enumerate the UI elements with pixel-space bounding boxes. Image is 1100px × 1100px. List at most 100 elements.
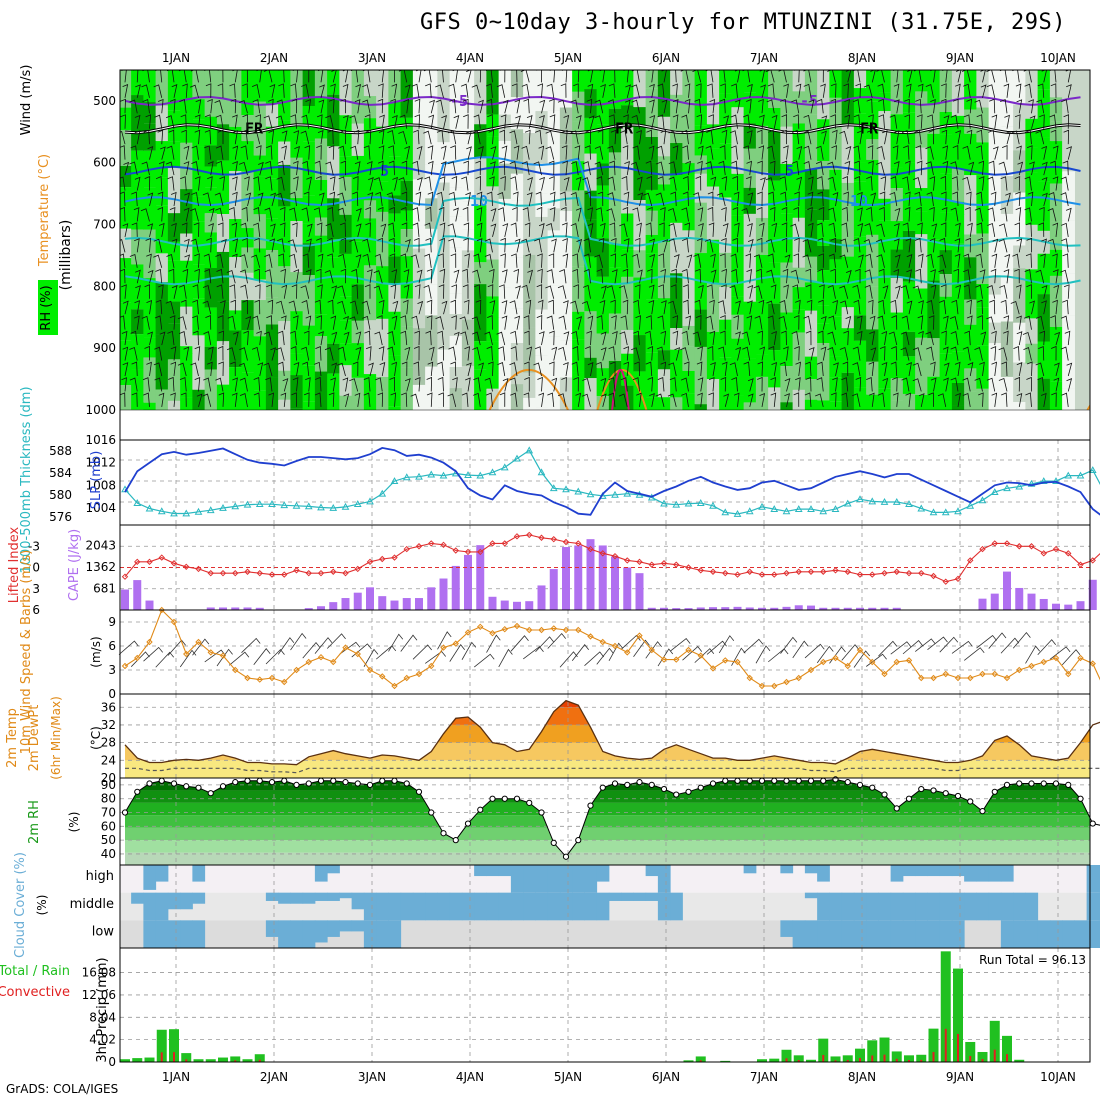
wind-barb <box>854 176 861 191</box>
cape-bar <box>451 565 460 610</box>
wind-barb <box>943 315 949 330</box>
contour-label: 5 <box>785 162 794 180</box>
wind-barb <box>551 346 558 361</box>
rh-cell <box>768 303 781 351</box>
cloud-cell <box>1062 920 1075 948</box>
rh-cell <box>120 165 132 188</box>
rh-point <box>967 798 974 805</box>
wind-barb <box>252 99 261 114</box>
rh-cell <box>1062 315 1075 337</box>
rh-cell <box>376 70 389 127</box>
wind-barb <box>337 346 346 361</box>
wind-barb <box>767 83 775 98</box>
wind-barb <box>241 206 248 222</box>
wind-speed-point <box>244 674 251 682</box>
wind-barb <box>943 377 949 392</box>
wind-barb <box>498 207 506 222</box>
wind-barb <box>681 392 689 407</box>
wind-barb <box>293 130 300 145</box>
wind-barb <box>682 145 689 160</box>
rh-cell <box>743 70 757 93</box>
thickness-point <box>696 499 705 506</box>
wind-barb <box>301 207 310 222</box>
wind-barb <box>330 377 336 392</box>
rh-point <box>722 777 729 784</box>
rh-cell <box>988 294 1002 323</box>
wind-barb <box>304 145 311 160</box>
rh-cell <box>290 353 304 376</box>
wind-barb <box>917 222 923 237</box>
day-label-bottom: 7JAN <box>750 1070 778 1084</box>
wind-barb <box>328 98 335 114</box>
wind-barb <box>623 361 629 377</box>
wind-barb <box>338 145 346 160</box>
rh-point <box>513 795 521 802</box>
wind-barb <box>391 315 398 330</box>
wind-barb <box>852 346 861 361</box>
wind-barb <box>478 362 484 377</box>
wind-barb <box>513 268 520 284</box>
wind-barb <box>867 145 874 160</box>
wind-barb <box>939 299 947 315</box>
wind-barb <box>827 70 836 83</box>
wind-barb <box>377 392 384 407</box>
wind-barb <box>147 192 154 207</box>
wind-barb <box>855 83 861 98</box>
wind-barb <box>318 192 325 207</box>
wind-barb <box>783 83 789 98</box>
rh-cell <box>596 212 610 239</box>
lifted-index-point <box>942 578 949 585</box>
cape-bar <box>1039 598 1048 610</box>
precip-bar <box>953 968 963 1062</box>
rh-cell <box>915 91 928 116</box>
wind-speed-point <box>526 626 533 634</box>
wind-barb <box>275 300 285 315</box>
day-label-top: 9JAN <box>946 51 974 65</box>
wind-barb <box>256 330 262 346</box>
wind-barb <box>624 160 630 176</box>
wind-barb <box>181 129 187 145</box>
temp-band <box>125 700 1090 708</box>
wind-barb <box>449 98 457 114</box>
wind-barb <box>264 269 273 284</box>
wind-barb <box>999 284 1008 299</box>
rh-band <box>125 815 1090 828</box>
convective-bar <box>932 1051 935 1062</box>
wind-barb <box>158 161 165 176</box>
wind-barb <box>402 299 409 315</box>
wind-barb <box>378 145 385 160</box>
day-label-top: 2JAN <box>260 51 288 65</box>
cloud-row-label: high <box>86 869 114 884</box>
rh-cell <box>339 320 353 344</box>
wind-barb <box>706 83 714 98</box>
wind-barb <box>952 191 959 207</box>
rh-band <box>125 790 1090 803</box>
wind-barb <box>181 222 188 237</box>
wind-barb <box>264 254 273 268</box>
wind-barb <box>190 362 199 377</box>
wind-barb <box>853 114 861 129</box>
rh-cell <box>559 211 573 269</box>
wind-barb <box>671 268 677 284</box>
wind-barb <box>500 253 506 268</box>
convective-bar <box>944 1028 947 1062</box>
wind-barb <box>925 161 934 176</box>
wind-barb <box>767 315 775 330</box>
wind-barb <box>879 191 886 207</box>
rh-point <box>930 787 937 794</box>
cloud-cell <box>878 892 892 921</box>
rh-point <box>550 839 557 847</box>
wind-speed-markers <box>121 606 1096 690</box>
cape-bar <box>415 598 423 610</box>
wind-barb <box>901 377 910 392</box>
lifted-index-point <box>317 569 325 577</box>
wind-barb <box>305 98 311 114</box>
cloud-cell <box>425 892 438 921</box>
cloud-cell <box>523 892 536 921</box>
rh-cell <box>1025 70 1039 119</box>
wind-barb <box>141 84 150 98</box>
pressure-tick: 800 <box>93 279 116 293</box>
wind-barb <box>731 160 738 176</box>
wind-barb <box>758 98 764 114</box>
rh-cell <box>559 144 573 192</box>
